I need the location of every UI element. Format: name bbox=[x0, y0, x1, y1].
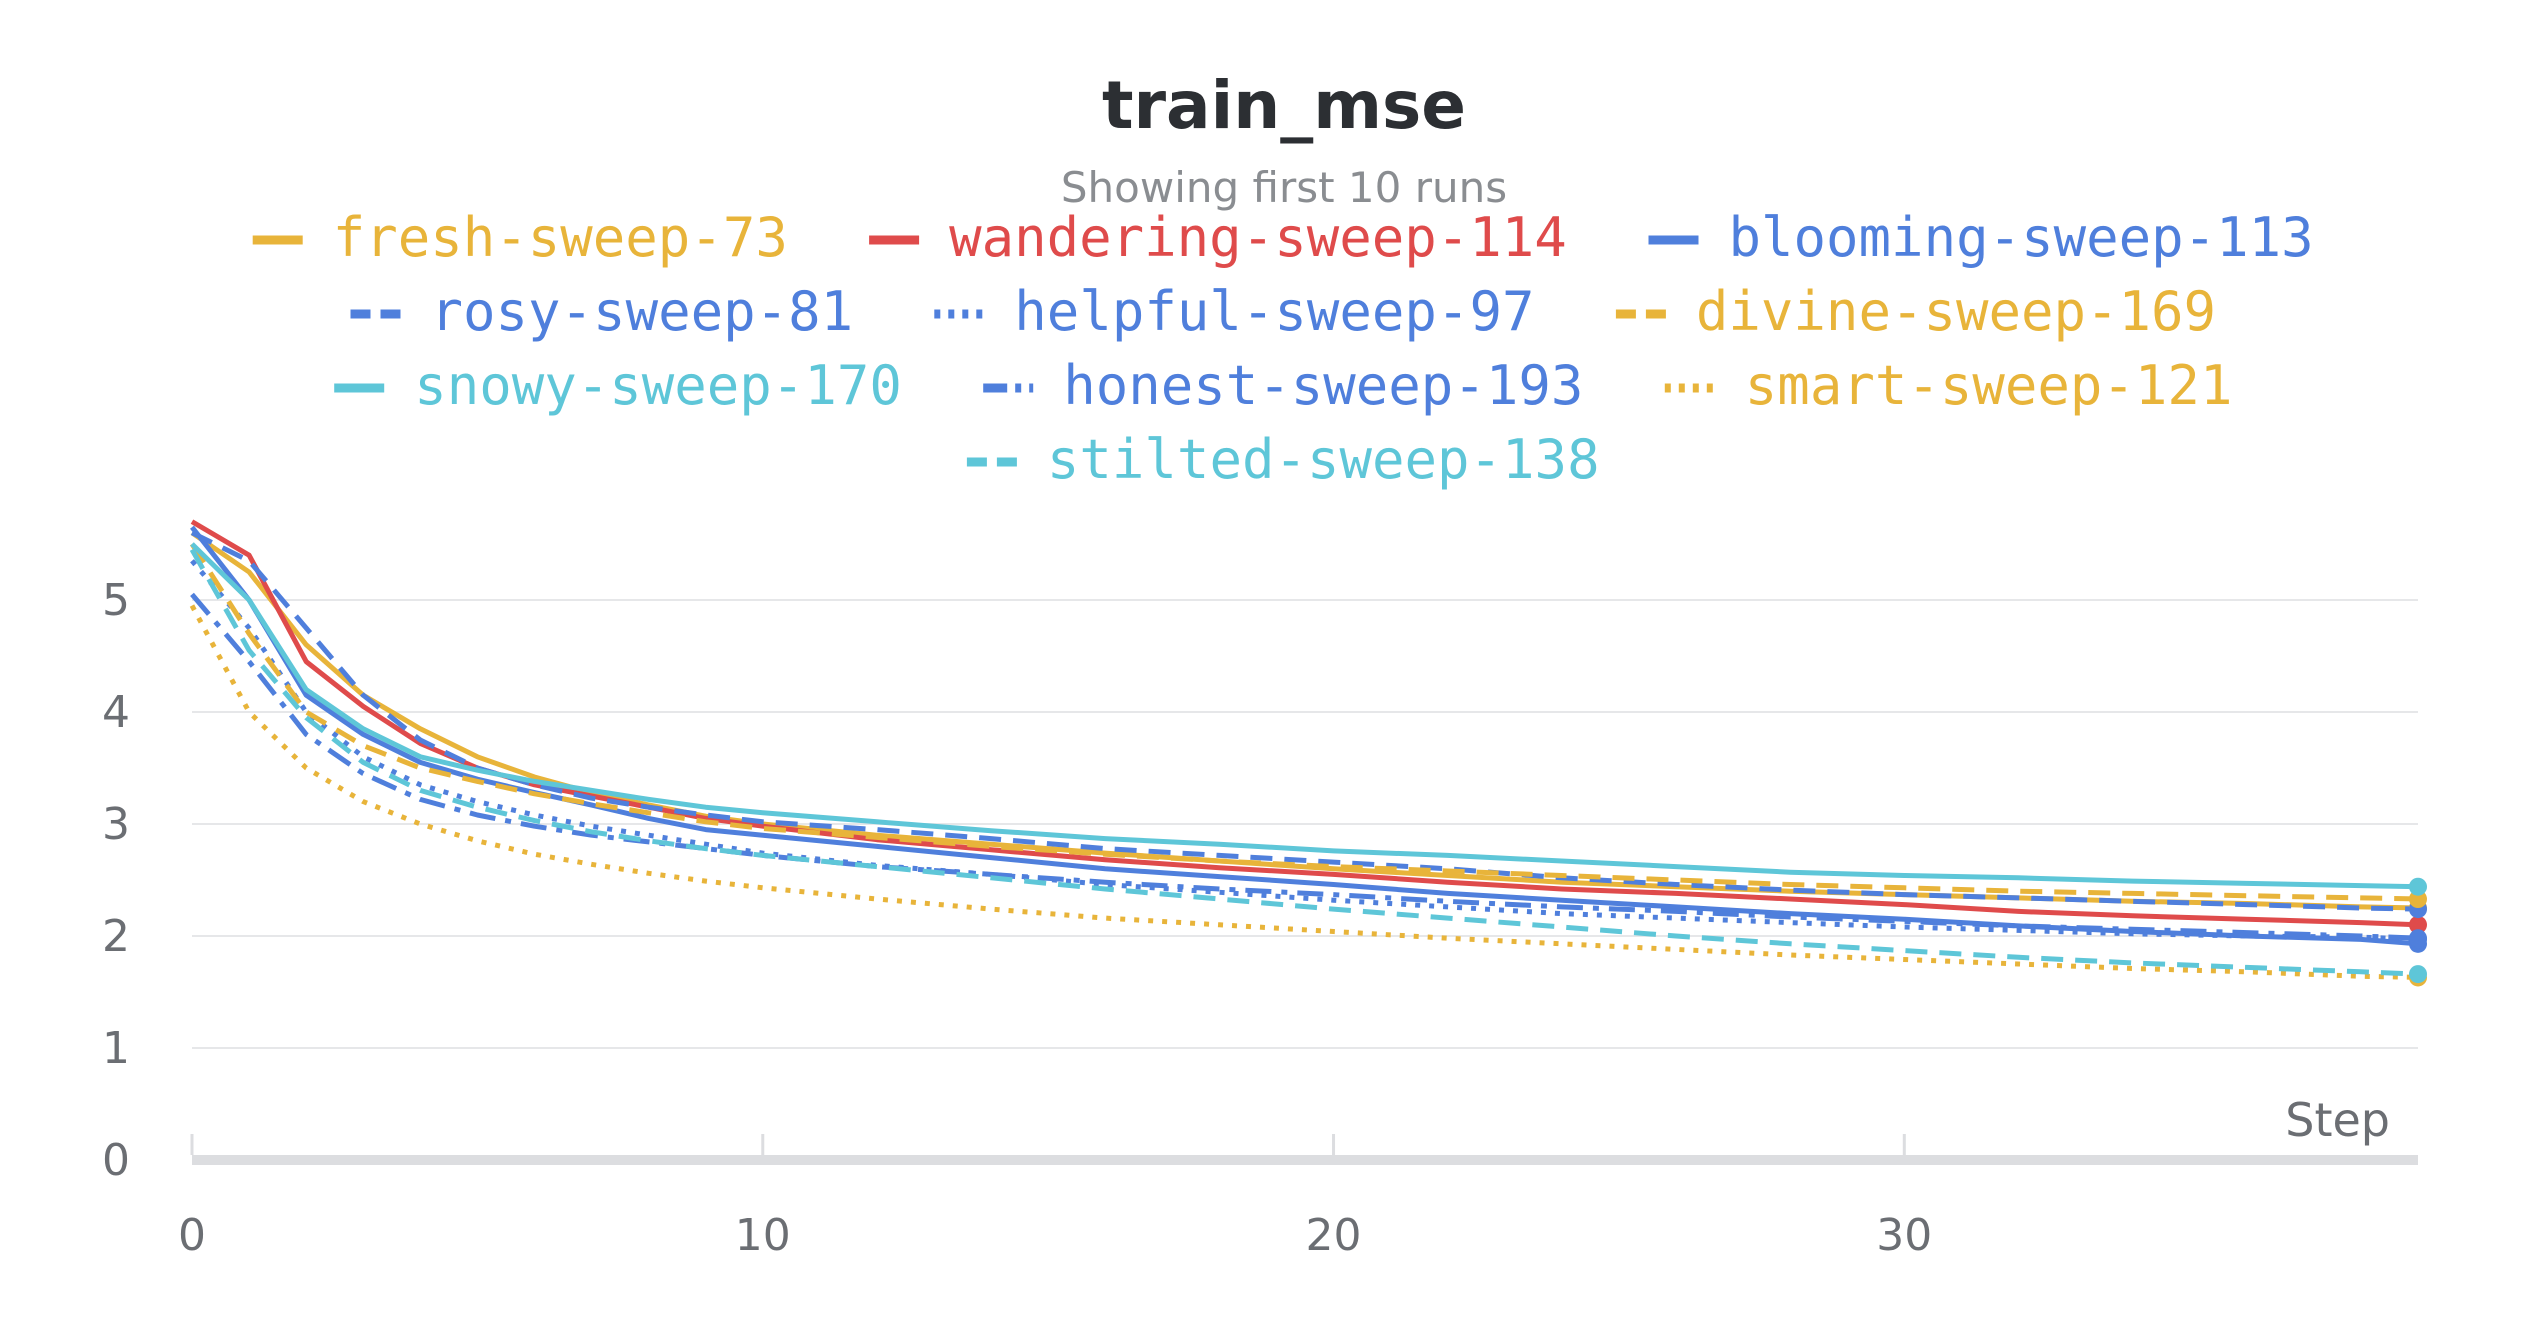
legend-item-honest-sweep-193[interactable]: honest-sweep-193 bbox=[983, 354, 1583, 417]
legend-item-smart-sweep-121[interactable]: smart-sweep-121 bbox=[1664, 354, 2233, 417]
legend-item-snowy-sweep-170[interactable]: snowy-sweep-170 bbox=[334, 354, 902, 417]
y-tick-label: 3 bbox=[102, 799, 130, 850]
y-tick-label: 2 bbox=[102, 911, 130, 962]
series-line-stilted-sweep-138 bbox=[189, 548, 2419, 977]
series-end-point-snowy-sweep-170 bbox=[2409, 877, 2427, 896]
legend-item-stilted-sweep-138[interactable]: stilted-sweep-138 bbox=[966, 428, 1600, 491]
chart-subtitle: Showing first 10 runs bbox=[1061, 163, 1507, 212]
x-tick-label: 20 bbox=[1306, 1210, 1362, 1261]
legend-label: snowy-sweep-170 bbox=[414, 354, 902, 417]
series-end-point-divine-sweep-169 bbox=[2409, 890, 2427, 909]
legend-label: wandering-sweep-114 bbox=[949, 206, 1567, 269]
legend-label: rosy-sweep-81 bbox=[431, 280, 854, 343]
legend-label: honest-sweep-193 bbox=[1063, 354, 1583, 417]
series-line-divine-sweep-169 bbox=[189, 542, 2419, 902]
legend-label: divine-sweep-169 bbox=[1696, 280, 2216, 343]
x-tick-label: 10 bbox=[735, 1210, 791, 1261]
legend-label: fresh-sweep-73 bbox=[333, 206, 788, 269]
series-end-point-wandering-sweep-114 bbox=[2409, 915, 2427, 934]
legend-label: stilted-sweep-138 bbox=[1047, 428, 1600, 491]
chart-title: train_mse bbox=[1102, 67, 1466, 144]
legend-label: helpful-sweep-97 bbox=[1014, 280, 1534, 343]
series-line-wandering-sweep-114 bbox=[190, 519, 2419, 928]
axes: 0 1 2 3 4 5 0 10 20 30 bbox=[102, 575, 2418, 1261]
legend-item-rosy-sweep-81[interactable]: rosy-sweep-81 bbox=[350, 280, 854, 343]
series-line-blooming-sweep-113 bbox=[190, 525, 2419, 947]
series-end-point-stilted-sweep-138 bbox=[2409, 965, 2427, 984]
legend-label: blooming-sweep-113 bbox=[1729, 206, 2314, 269]
series-line-snowy-sweep-170 bbox=[190, 542, 2419, 890]
series-end-point-honest-sweep-193 bbox=[2409, 929, 2427, 948]
x-tick-label: 0 bbox=[178, 1210, 206, 1261]
legend-item-divine-sweep-169[interactable]: divine-sweep-169 bbox=[1615, 280, 2216, 343]
legend-item-helpful-sweep-97[interactable]: helpful-sweep-97 bbox=[934, 280, 1534, 343]
chart-legend: fresh-sweep-73 wandering-sweep-114 bloomin… bbox=[252, 206, 2314, 491]
legend-item-blooming-sweep-113[interactable]: blooming-sweep-113 bbox=[1648, 206, 2314, 269]
x-tick-label: 30 bbox=[1876, 1210, 1932, 1261]
y-tick-label: 1 bbox=[102, 1023, 130, 1074]
y-tick-label: 5 bbox=[102, 575, 130, 626]
legend-item-wandering-sweep-114[interactable]: wandering-sweep-114 bbox=[869, 206, 1567, 269]
series-line-honest-sweep-193 bbox=[190, 592, 2419, 941]
series-lines bbox=[189, 519, 2419, 980]
x-axis-label: Step bbox=[2285, 1093, 2390, 1147]
y-tick-label: 0 bbox=[102, 1135, 130, 1186]
legend-item-fresh-sweep-73[interactable]: fresh-sweep-73 bbox=[252, 206, 788, 269]
legend-label: smart-sweep-121 bbox=[1745, 354, 2233, 417]
series-line-smart-sweep-121 bbox=[189, 604, 2419, 980]
end-markers bbox=[2409, 877, 2427, 987]
series-line-rosy-sweep-81 bbox=[190, 530, 2419, 912]
y-tick-label: 4 bbox=[102, 687, 130, 738]
